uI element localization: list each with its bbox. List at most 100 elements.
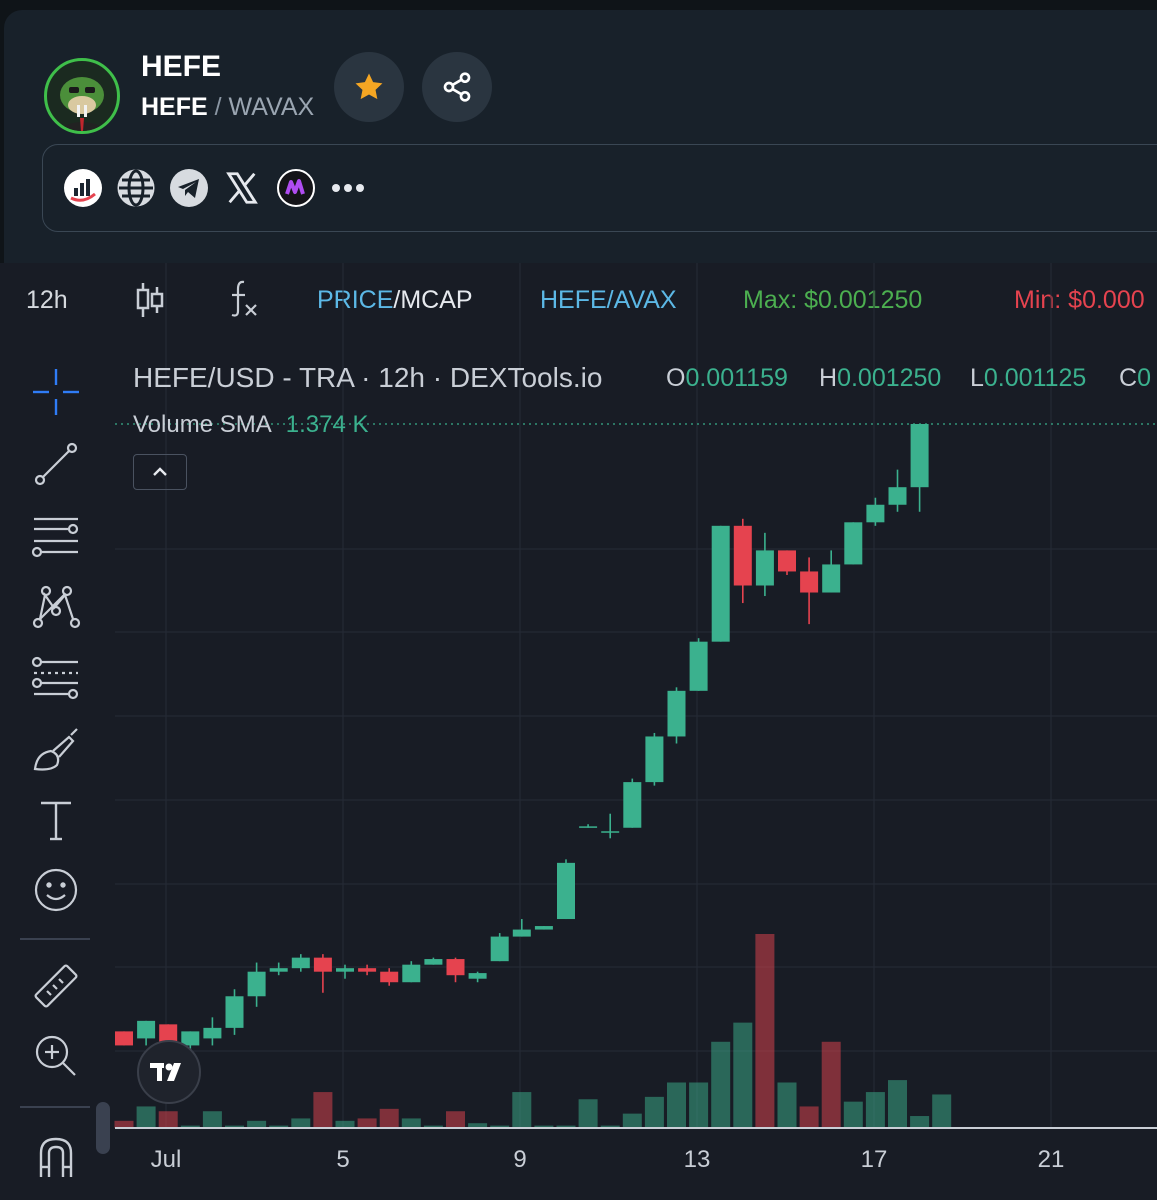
candle [225,996,244,1028]
favorite-button[interactable] [334,52,404,122]
candle [181,1031,200,1046]
candle [446,959,465,976]
dex-screener-icon[interactable] [276,168,316,208]
candle [910,424,929,488]
max-price: Max: $0.001250 [743,286,923,314]
volume-bar [534,1125,554,1128]
dextools-icon[interactable] [63,168,103,208]
candle [711,525,730,642]
x-tick-label: 5 [336,1146,350,1173]
candle [490,936,509,962]
candle [601,831,620,833]
volume-sma-value: 1.374 K [285,411,369,438]
more-icon[interactable] [328,168,368,208]
brush-tool[interactable] [28,722,84,778]
min-price: Min: $0.000 [1014,286,1145,314]
pair-toggle[interactable]: HEFE/AVAX [540,286,677,314]
legend-low: L0.001125 [970,364,1086,393]
pattern-tool[interactable] [28,578,84,634]
volume-bar [843,1101,863,1128]
interval-selector[interactable]: 12h [26,286,68,314]
volume-bar [291,1118,311,1128]
candle [534,926,553,930]
tools-divider-2 [20,1106,90,1108]
crosshair-icon [33,369,79,415]
candle [269,968,288,972]
indicators-button[interactable] [228,279,260,326]
emoji-tool[interactable] [28,862,84,918]
candle [203,1027,222,1039]
volume-bar [247,1120,267,1128]
low-label: L [970,364,984,392]
projection-icon [31,656,79,700]
candle [247,971,266,997]
zoom-in-icon [35,1035,76,1076]
fib-tool[interactable] [28,508,84,564]
crosshair-tool[interactable] [28,364,84,420]
candle [313,957,332,972]
open-label: O [666,364,686,392]
x-icon[interactable] [222,168,262,208]
candle [667,690,686,737]
volume-bar [335,1120,355,1128]
candle [778,550,796,572]
tradingview-logo[interactable] [137,1040,201,1104]
open-value: 0.001159 [685,364,788,392]
volume-bar [711,1041,731,1128]
volume-sma-legend: Volume SMA 1.374 K [133,411,368,439]
volume-bar [202,1111,222,1128]
volume-bar [446,1111,465,1128]
candle [689,641,708,691]
chart-type-button[interactable] [134,281,166,326]
function-icon [231,280,257,317]
volume-bar [468,1123,488,1128]
volume-bar [158,1111,178,1128]
candle [557,862,575,920]
price-mcap-toggle[interactable]: PRICE/MCAP [317,286,473,315]
volume-bar [622,1113,642,1128]
price-chart[interactable] [0,263,1157,1200]
candle [512,929,531,937]
chevron-up-icon [153,467,167,476]
candle [579,826,598,828]
candle [358,968,377,972]
low-value: 0.001125 [983,364,1087,392]
token-name: HEFE [141,50,222,83]
price-label: PRICE [317,286,394,314]
legend-open: O0.001159 [666,364,788,393]
high-value: 0.001250 [837,364,942,392]
volume-bar [225,1125,244,1128]
star-icon [355,73,383,100]
candle [888,487,907,505]
toolbar-scrollbar[interactable] [96,1102,110,1154]
pair-quote: WAVAX [228,93,315,121]
measure-tool[interactable] [28,958,84,1014]
magnet-tool[interactable] [28,1128,84,1184]
zoom-in-tool[interactable] [28,1028,84,1084]
telegram-icon[interactable] [169,168,209,208]
globe-icon[interactable] [116,168,156,208]
candle [402,964,421,983]
close-value: 0 [1137,364,1151,392]
volume-bar [932,1094,952,1128]
text-tool[interactable] [28,792,84,848]
collapse-legend-button[interactable] [133,454,187,490]
fib-lines-icon [31,517,79,558]
trend-line-tool[interactable] [28,436,84,492]
ruler-icon [34,964,78,1008]
volume-bar [379,1108,399,1128]
token-avatar [44,58,120,134]
volume-bar [888,1080,907,1128]
candle [291,957,310,969]
candle [755,550,774,586]
candle [424,959,443,965]
share-button[interactable] [422,52,492,122]
text-icon [41,801,71,841]
pair-line: HEFE / WAVAX [141,93,314,122]
volume-bar [667,1082,686,1128]
projection-tool[interactable] [28,650,84,706]
x-tick-label: 9 [513,1146,527,1173]
volume-bar [136,1106,156,1128]
high-label: H [819,364,838,392]
volume-bar [821,1041,841,1128]
